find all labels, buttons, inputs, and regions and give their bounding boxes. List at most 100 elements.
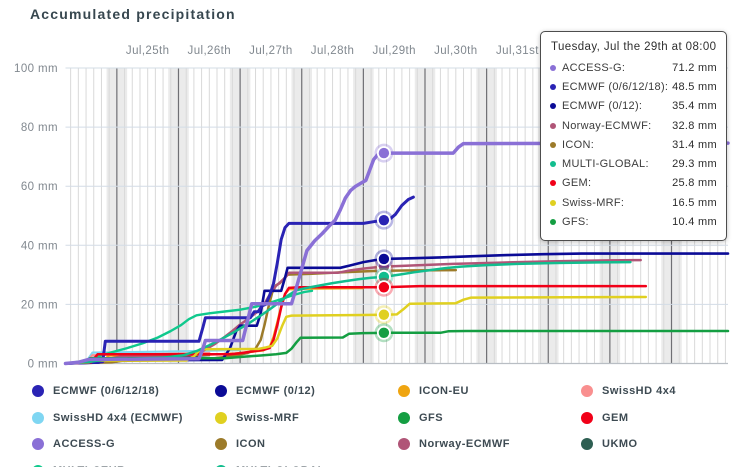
legend-item-swisshd-4x4[interactable]: SwissHD 4x4 — [581, 382, 733, 400]
x-axis-label: Jul,28th — [311, 45, 354, 57]
tooltip-row: ICON: 31.4 mm — [550, 135, 717, 154]
series-color-dot-icon — [550, 180, 556, 187]
tooltip-row: GEM: 25.8 mm — [550, 174, 717, 193]
series-line-multi-ceur — [64, 289, 314, 365]
series-color-dot-icon — [550, 161, 556, 168]
tooltip-series-label: MULTI-GLOBAL: — [562, 158, 649, 171]
legend-label: ECMWF (0/12) — [236, 385, 316, 397]
legend-label: GFS — [419, 411, 444, 424]
series-color-dot-icon — [550, 103, 556, 110]
tooltip-row: MULTI-GLOBAL: 29.3 mm — [550, 154, 717, 173]
legend-item-norway-ecmwf[interactable]: Norway-ECMWF — [398, 435, 581, 453]
series-color-dot-icon — [550, 122, 556, 129]
series-color-dot-icon — [550, 83, 556, 90]
tooltip-series-label: GFS: — [562, 216, 589, 229]
legend-label: UKMO — [602, 438, 638, 450]
legend-color-dot-icon — [215, 464, 227, 467]
legend-label: SwissHD 4x4 (ECMWF) — [53, 411, 183, 424]
legend-item-multi-global[interactable]: MULTI-GLOBAL — [215, 462, 398, 467]
tooltip-series-value: 16.5 mm — [672, 196, 717, 209]
legend-color-dot-icon — [581, 438, 593, 450]
legend-label: ACCESS-G — [53, 438, 116, 450]
legend-item-icon[interactable]: ICON — [215, 435, 398, 453]
legend-label: SwissHD 4x4 — [602, 385, 676, 397]
tooltip-series-value: 32.8 mm — [672, 119, 717, 132]
legend-color-dot-icon — [32, 385, 44, 397]
tooltip-series-label: ACCESS-G: — [562, 61, 626, 74]
series-color-dot-icon — [550, 141, 556, 148]
legend-color-dot-icon — [32, 411, 44, 424]
marker-access-g — [378, 147, 390, 159]
marker-gfs — [378, 327, 390, 338]
page-title: Accumulated precipitation — [30, 6, 236, 22]
series-line-multi-global — [64, 260, 632, 365]
legend-label: Norway-ECMWF — [419, 438, 510, 450]
legend-item-swiss-mrf[interactable]: Swiss-MRF — [215, 409, 398, 427]
x-axis-label: Jul,27th — [249, 45, 292, 57]
tooltip-series-value: 10.4 mm — [672, 216, 717, 229]
x-axis-label: Jul,30th — [434, 45, 477, 57]
legend-label: MULTI-GLOBAL — [236, 465, 325, 467]
tooltip-row: Norway-ECMWF: 32.8 mm — [550, 116, 717, 135]
marker-gem — [378, 282, 390, 293]
legend-item-ecmwf-0-12-[interactable]: ECMWF (0/12) — [215, 382, 398, 400]
tooltip-series-value: 25.8 mm — [672, 177, 717, 190]
y-axis-label: 80 mm — [21, 122, 58, 134]
y-axis-label: 60 mm — [21, 181, 58, 193]
x-axis-label: Jul,25th — [126, 45, 169, 57]
legend-color-dot-icon — [32, 438, 44, 450]
tooltip-series-value: 71.2 mm — [672, 61, 717, 74]
x-axis-label: Jul,31st — [496, 45, 539, 57]
tooltip-series-label: Swiss-MRF: — [562, 196, 625, 209]
legend-color-dot-icon — [215, 411, 227, 424]
legend-color-dot-icon — [398, 385, 410, 397]
legend-item-swisshd-4x4-ecmwf-[interactable]: SwissHD 4x4 (ECMWF) — [32, 409, 215, 427]
chart-legend: ECMWF (0/6/12/18) ECMWF (0/12) ICON-EU Swis… — [0, 375, 733, 467]
legend-item-icon-eu[interactable]: ICON-EU — [398, 382, 581, 400]
legend-color-dot-icon — [581, 385, 593, 397]
tooltip-row: GFS: 10.4 mm — [550, 212, 717, 231]
legend-color-dot-icon — [32, 464, 44, 467]
tooltip-series-value: 31.4 mm — [672, 138, 717, 151]
legend-label: GEM — [602, 411, 629, 424]
tooltip-series-label: Norway-ECMWF: — [562, 119, 652, 132]
legend-color-dot-icon — [398, 438, 410, 450]
legend-color-dot-icon — [215, 438, 227, 450]
tooltip-series-value: 35.4 mm — [672, 100, 717, 113]
legend-color-dot-icon — [581, 411, 593, 424]
tooltip-series-label: GEM: — [562, 177, 592, 190]
legend-item-gem[interactable]: GEM — [581, 409, 733, 427]
legend-color-dot-icon — [398, 411, 410, 424]
legend-item-access-g[interactable]: ACCESS-G — [32, 435, 215, 453]
tooltip-series-label: ECMWF (0/6/12/18): — [562, 80, 669, 93]
tooltip-series-value: 29.3 mm — [672, 158, 717, 171]
marker-multi-global — [378, 271, 390, 283]
legend-label: Swiss-MRF — [236, 411, 300, 424]
y-axis-label: 20 mm — [21, 299, 58, 311]
y-axis-label: 0 mm — [28, 359, 58, 371]
tooltip-row: Swiss-MRF: 16.5 mm — [550, 193, 717, 212]
y-axis-label: 100 mm — [14, 63, 58, 75]
legend-item-multi-ceur[interactable]: MULTI-CEUR — [32, 462, 215, 467]
y-axis-label: 40 mm — [21, 240, 58, 252]
marker-ecmwf-0-12- — [378, 253, 390, 265]
legend-item-ukmo[interactable]: UKMO — [581, 435, 733, 453]
tooltip-row: ECMWF (0/12): 35.4 mm — [550, 97, 717, 116]
tooltip-series-label: ICON: — [562, 138, 595, 151]
tooltip-series-value: 48.5 mm — [672, 80, 717, 93]
tooltip-series-label: ECMWF (0/12): — [562, 100, 643, 113]
hover-tooltip: Tuesday, Jul the 29th at 08:00 ACCESS-G:… — [540, 31, 727, 241]
legend-item-ecmwf-0-6-12-18-[interactable]: ECMWF (0/6/12/18) — [32, 382, 215, 400]
x-axis-label: Jul,29th — [372, 45, 415, 57]
tooltip-row: ECMWF (0/6/12/18): 48.5 mm — [550, 77, 717, 96]
tooltip-title: Tuesday, Jul the 29th at 08:00 — [551, 41, 717, 53]
legend-label: ICON — [236, 438, 266, 450]
marker-ecmwf-0-6-12-18- — [378, 214, 390, 226]
legend-item-gfs[interactable]: GFS — [398, 409, 581, 427]
legend-label: ICON-EU — [419, 385, 469, 397]
legend-label: MULTI-CEUR — [53, 465, 126, 467]
series-color-dot-icon — [550, 219, 556, 226]
legend-color-dot-icon — [215, 385, 227, 397]
tooltip-rows: ACCESS-G: 71.2 mm ECMWF (0/6/12/18): 48.5 m… — [550, 58, 717, 232]
